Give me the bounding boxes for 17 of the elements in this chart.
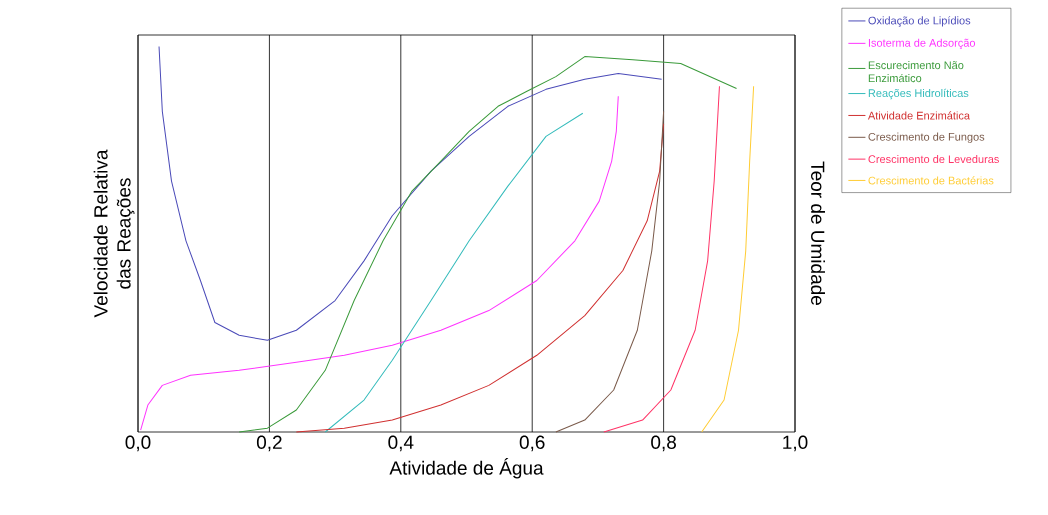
legend-label: Escurecimento Não Enzimático [868,61,964,83]
x-axis-title: Atividade de Água [389,458,544,479]
x-tick-label: 0,0 [125,435,151,452]
x-tick-label: 0,2 [256,435,282,452]
legend-label: Atividade Enzimática [867,111,971,120]
legend-label: Crescimento de Bactérias [868,176,994,185]
x-tick-label: 0,8 [651,435,676,452]
legend-label: Oxidação de Lipídios [868,16,971,27]
legend-label: Crescimento de Leveduras [868,154,999,164]
legend-label: Reações Hidrolíticas [868,88,969,100]
x-tick-label: 0,4 [388,435,414,452]
y2-axis-title: Teor de Umidade [811,161,825,305]
y-axis-title: Velocidade Relativa das Reações [93,149,135,318]
legend-label: Crescimento de Fungos [868,132,985,143]
x-tick-label: 0,6 [519,435,545,452]
legend-label: Isoterma de Adsorção [868,38,976,49]
x-tick-label: 1,0 [783,435,808,452]
